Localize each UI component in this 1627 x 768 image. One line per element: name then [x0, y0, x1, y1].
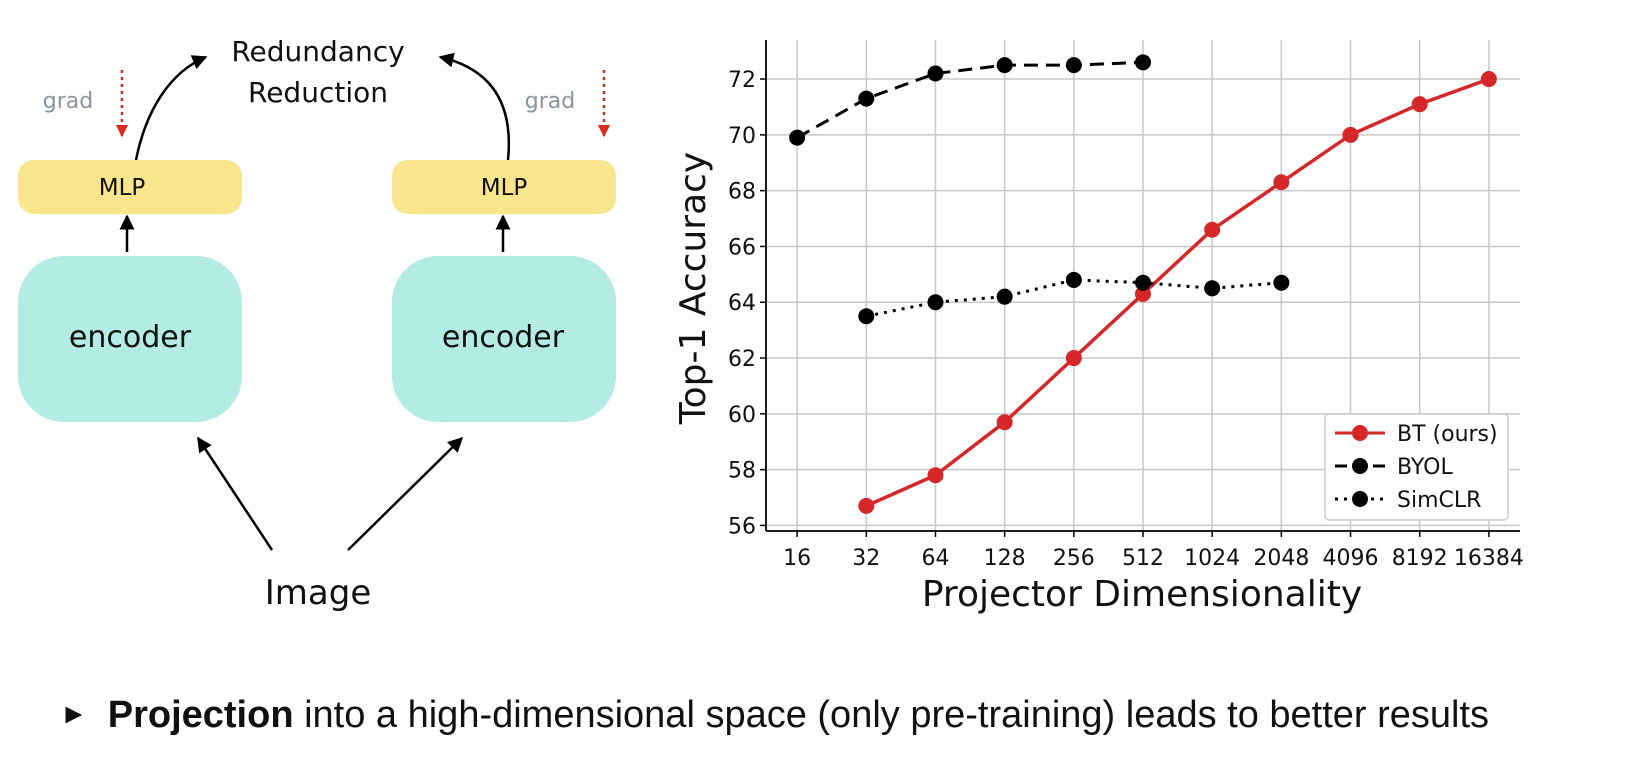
- byol-data-point: [858, 90, 875, 107]
- simclr-data-point: [996, 288, 1013, 305]
- legend-simclr-label: SimCLR: [1397, 488, 1481, 513]
- right-encoder-label: encoder: [442, 320, 565, 355]
- legend-simclr-marker: [1352, 491, 1368, 507]
- bt-ours-data-point: [1480, 71, 1497, 88]
- image-label: Image: [265, 573, 371, 613]
- left-mlp-label: MLP: [99, 175, 146, 201]
- y-tick-label: 62: [728, 347, 756, 372]
- simclr-data-point: [1204, 280, 1221, 297]
- y-axis-title: Top-1 Accuracy: [673, 152, 714, 425]
- x-tick-label: 16384: [1454, 546, 1524, 571]
- redundancy-label-line1: Redundancy: [231, 35, 404, 68]
- bt-ours-data-point: [1273, 174, 1290, 191]
- left-mlp-box: MLP: [18, 160, 242, 214]
- bt-ours-data-point: [1135, 285, 1151, 302]
- bt-ours-data-point: [1204, 221, 1221, 238]
- simclr-data-point: [1273, 274, 1290, 291]
- legend-byol-label: BYOL: [1397, 455, 1453, 480]
- byol-data-point: [927, 65, 944, 82]
- bt-ours-data-point: [1065, 350, 1082, 367]
- bt-ours-series-line: [865, 77, 1490, 508]
- byol-data-point: [789, 129, 806, 146]
- bullet-arrow-icon: ►: [60, 698, 88, 729]
- legend-byol-marker: [1352, 458, 1368, 474]
- byol-series-line: [796, 60, 1144, 139]
- byol-data-point: [1135, 54, 1151, 71]
- right-encoder-box: encoder: [392, 256, 616, 422]
- simclr-data-point: [1135, 274, 1151, 291]
- legend-bt-ours-label: BT (ours): [1397, 422, 1498, 447]
- simclr-data-point: [1065, 271, 1082, 288]
- bt-ours-data-point: [858, 497, 875, 514]
- axes: [760, 40, 1520, 537]
- bt-ours-data-point: [996, 414, 1013, 431]
- left-encoder-label: encoder: [69, 320, 192, 355]
- x-tick-label: 16: [783, 546, 811, 571]
- redundancy-label-line2: Reduction: [248, 76, 388, 109]
- series: [789, 54, 1497, 514]
- y-tick-label: 56: [728, 514, 756, 539]
- left-output-arrow: [134, 55, 208, 161]
- architecture-diagram: Redundancy Reduction grad grad MLP MLP e…: [18, 35, 616, 613]
- bt-ours-data-point: [1411, 96, 1428, 113]
- x-tick-label: 1024: [1184, 546, 1240, 571]
- left-grad-label: grad: [43, 89, 93, 114]
- bt-ours-data-point: [1342, 126, 1359, 143]
- bullet-line: ► Projection into a high-dimensional spac…: [60, 694, 1489, 737]
- bt-ours-data-point: [927, 467, 944, 484]
- y-tick-label: 64: [728, 291, 756, 316]
- image-left-arrow: [196, 436, 274, 551]
- legend-bt-ours-marker: [1352, 425, 1368, 441]
- x-tick-label: 32: [852, 546, 880, 571]
- image-right-arrow: [347, 436, 464, 551]
- y-tick-label: 72: [728, 68, 756, 93]
- y-tick-label: 60: [728, 403, 756, 428]
- right-mlp-box: MLP: [392, 160, 616, 214]
- left-encoder-box: encoder: [18, 256, 242, 422]
- byol-data-point: [1065, 57, 1082, 74]
- byol-data-point: [996, 57, 1013, 74]
- legend: BT (ours) BYOL SimCLR: [1324, 413, 1509, 521]
- bullet-text: into a high-dimensional space (only pre-…: [293, 694, 1490, 736]
- x-tick-label: 128: [984, 546, 1026, 571]
- x-tick-label: 8192: [1392, 546, 1448, 571]
- x-tick-label: 64: [921, 546, 949, 571]
- simclr-data-point: [927, 294, 944, 311]
- x-tick-label: 256: [1053, 546, 1095, 571]
- y-tick-label: 66: [728, 235, 756, 260]
- x-axis-title: Projector Dimensionality: [922, 574, 1362, 615]
- right-grad-label: grad: [525, 89, 575, 114]
- x-tick-label: 2048: [1253, 546, 1309, 571]
- x-tick-label: 512: [1122, 546, 1164, 571]
- right-output-arrow: [438, 52, 511, 161]
- bullet-bold-text: Projection: [107, 694, 294, 736]
- legend-box: [1324, 413, 1509, 521]
- y-tick-label: 58: [728, 459, 756, 484]
- y-tick-label: 68: [728, 180, 756, 205]
- accuracy-chart: 16 32 64 128 256 512 1024 2048 4096 8192 16384 56 58…: [673, 40, 1524, 615]
- right-mlp-label: MLP: [481, 175, 528, 201]
- y-tick-label: 70: [728, 124, 756, 149]
- tick-labels: 16 32 64 128 256 512 1024 2048 4096 8192 16384 56 58…: [728, 68, 1524, 571]
- x-tick-label: 4096: [1323, 546, 1379, 571]
- simclr-data-point: [858, 308, 875, 325]
